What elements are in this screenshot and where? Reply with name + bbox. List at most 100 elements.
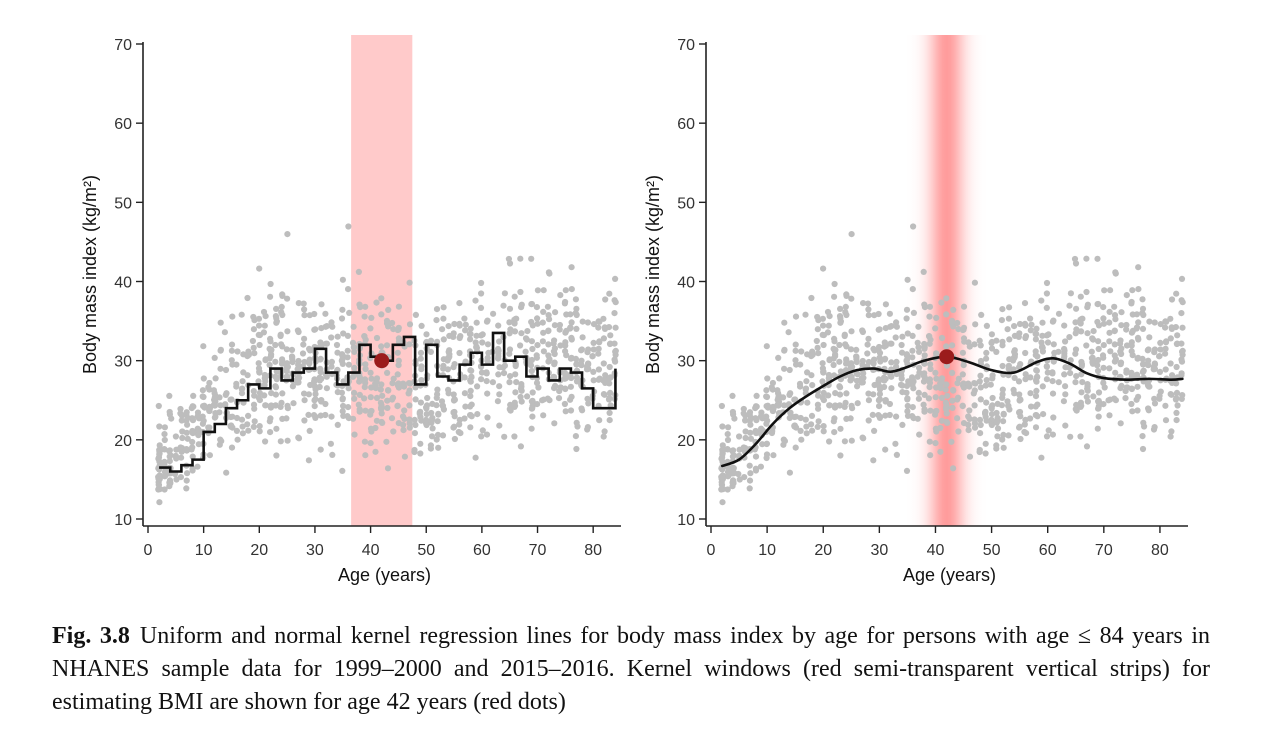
scatter-point <box>350 344 357 351</box>
scatter-point <box>1151 395 1158 402</box>
scatter-point <box>545 352 552 359</box>
scatter-point <box>217 319 224 326</box>
scatter-point <box>562 348 569 355</box>
scatter-point <box>440 362 447 369</box>
scatter-point <box>261 392 268 399</box>
scatter-point <box>607 332 614 339</box>
scatter-point <box>1144 382 1152 389</box>
scatter-point <box>317 356 324 363</box>
scatter-point <box>206 452 213 459</box>
scatter-point <box>406 321 414 328</box>
scatter-point <box>1151 424 1158 431</box>
scatter-point <box>944 392 951 399</box>
scatter-point <box>909 286 916 293</box>
scatter-point <box>977 421 984 429</box>
scatter-point <box>578 347 585 354</box>
scatter-point <box>1173 409 1180 416</box>
scatter-point <box>1139 445 1147 453</box>
figure-caption: Fig. 3.8 Uniform and normal kernel regres… <box>52 620 1210 719</box>
scatter-point <box>1023 430 1030 437</box>
scatter-point <box>785 329 792 336</box>
scatter-point <box>1117 337 1124 344</box>
scatter-point <box>869 411 876 418</box>
scatter-point <box>988 331 996 338</box>
scatter-point <box>949 404 956 411</box>
scatter-point <box>1151 319 1158 326</box>
scatter-point <box>1123 326 1130 333</box>
scatter-point <box>1118 382 1125 389</box>
scatter-point <box>312 414 319 421</box>
scatter-point <box>843 390 850 397</box>
scatter-point <box>898 375 905 382</box>
scatter-point <box>406 402 413 409</box>
scatter-point <box>854 383 861 390</box>
scatter-point <box>757 463 765 470</box>
scatter-point <box>361 395 368 402</box>
scatter-point <box>412 384 419 391</box>
scatter-point <box>1089 335 1096 342</box>
scatter-point <box>841 438 849 445</box>
scatter-point <box>972 321 979 328</box>
scatter-point <box>540 348 548 355</box>
scatter-point <box>611 340 618 347</box>
scatter-point <box>776 375 783 382</box>
scatter-point <box>295 435 303 442</box>
scatter-point <box>1067 290 1074 297</box>
scatter-point <box>955 326 962 333</box>
scatter-point <box>551 337 558 344</box>
scatter-point <box>601 391 608 398</box>
scatter-point <box>345 415 352 422</box>
scatter-point <box>562 287 569 294</box>
scatter-point <box>998 402 1006 409</box>
scatter-point <box>295 361 302 369</box>
scatter-point <box>567 311 574 318</box>
scatter-point <box>1162 417 1170 424</box>
scatter-point <box>1095 413 1102 420</box>
scatter-point <box>719 475 727 483</box>
scatter-point <box>517 255 524 262</box>
scatter-point <box>344 354 351 361</box>
scatter-point <box>517 288 524 296</box>
scatter-point <box>272 341 279 349</box>
scatter-point <box>383 342 391 349</box>
scatter-point <box>1100 364 1107 371</box>
scatter-point <box>189 438 196 446</box>
scatter-point <box>1022 416 1029 423</box>
scatter-point <box>1129 287 1136 294</box>
scatter-point <box>355 372 363 379</box>
scatter-point <box>999 306 1006 313</box>
scatter-point <box>1062 338 1069 345</box>
scatter-point <box>479 339 486 346</box>
scatter-point <box>528 318 535 326</box>
scatter-point <box>904 276 911 283</box>
scatter-point <box>999 362 1006 370</box>
scatter-point <box>966 407 973 414</box>
scatter-point <box>472 339 479 346</box>
scatter-point <box>769 386 776 393</box>
scatter-point <box>156 451 163 458</box>
scatter-point <box>417 450 424 457</box>
scatter-point <box>831 372 838 379</box>
scatter-point <box>1027 374 1034 381</box>
scatter-point <box>892 440 899 447</box>
scatter-point <box>250 423 257 430</box>
scatter-point <box>373 417 380 424</box>
scatter-point <box>1073 305 1080 312</box>
scatter-point <box>260 329 267 336</box>
scatter-point <box>251 418 258 425</box>
scatter-point <box>1006 304 1013 311</box>
scatter-point <box>831 338 838 345</box>
scatter-point <box>1146 334 1153 341</box>
scatter-point <box>539 319 546 326</box>
scatter-point <box>434 418 441 425</box>
scatter-point <box>606 290 613 297</box>
scatter-point <box>831 404 839 411</box>
scatter-point <box>551 359 558 366</box>
scatter-point <box>573 445 580 453</box>
scatter-point <box>982 382 989 389</box>
scatter-point <box>1043 279 1051 287</box>
scatter-point <box>605 396 613 403</box>
scatter-point <box>752 467 760 474</box>
scatter-point <box>886 411 893 419</box>
scatter-point <box>988 416 995 423</box>
